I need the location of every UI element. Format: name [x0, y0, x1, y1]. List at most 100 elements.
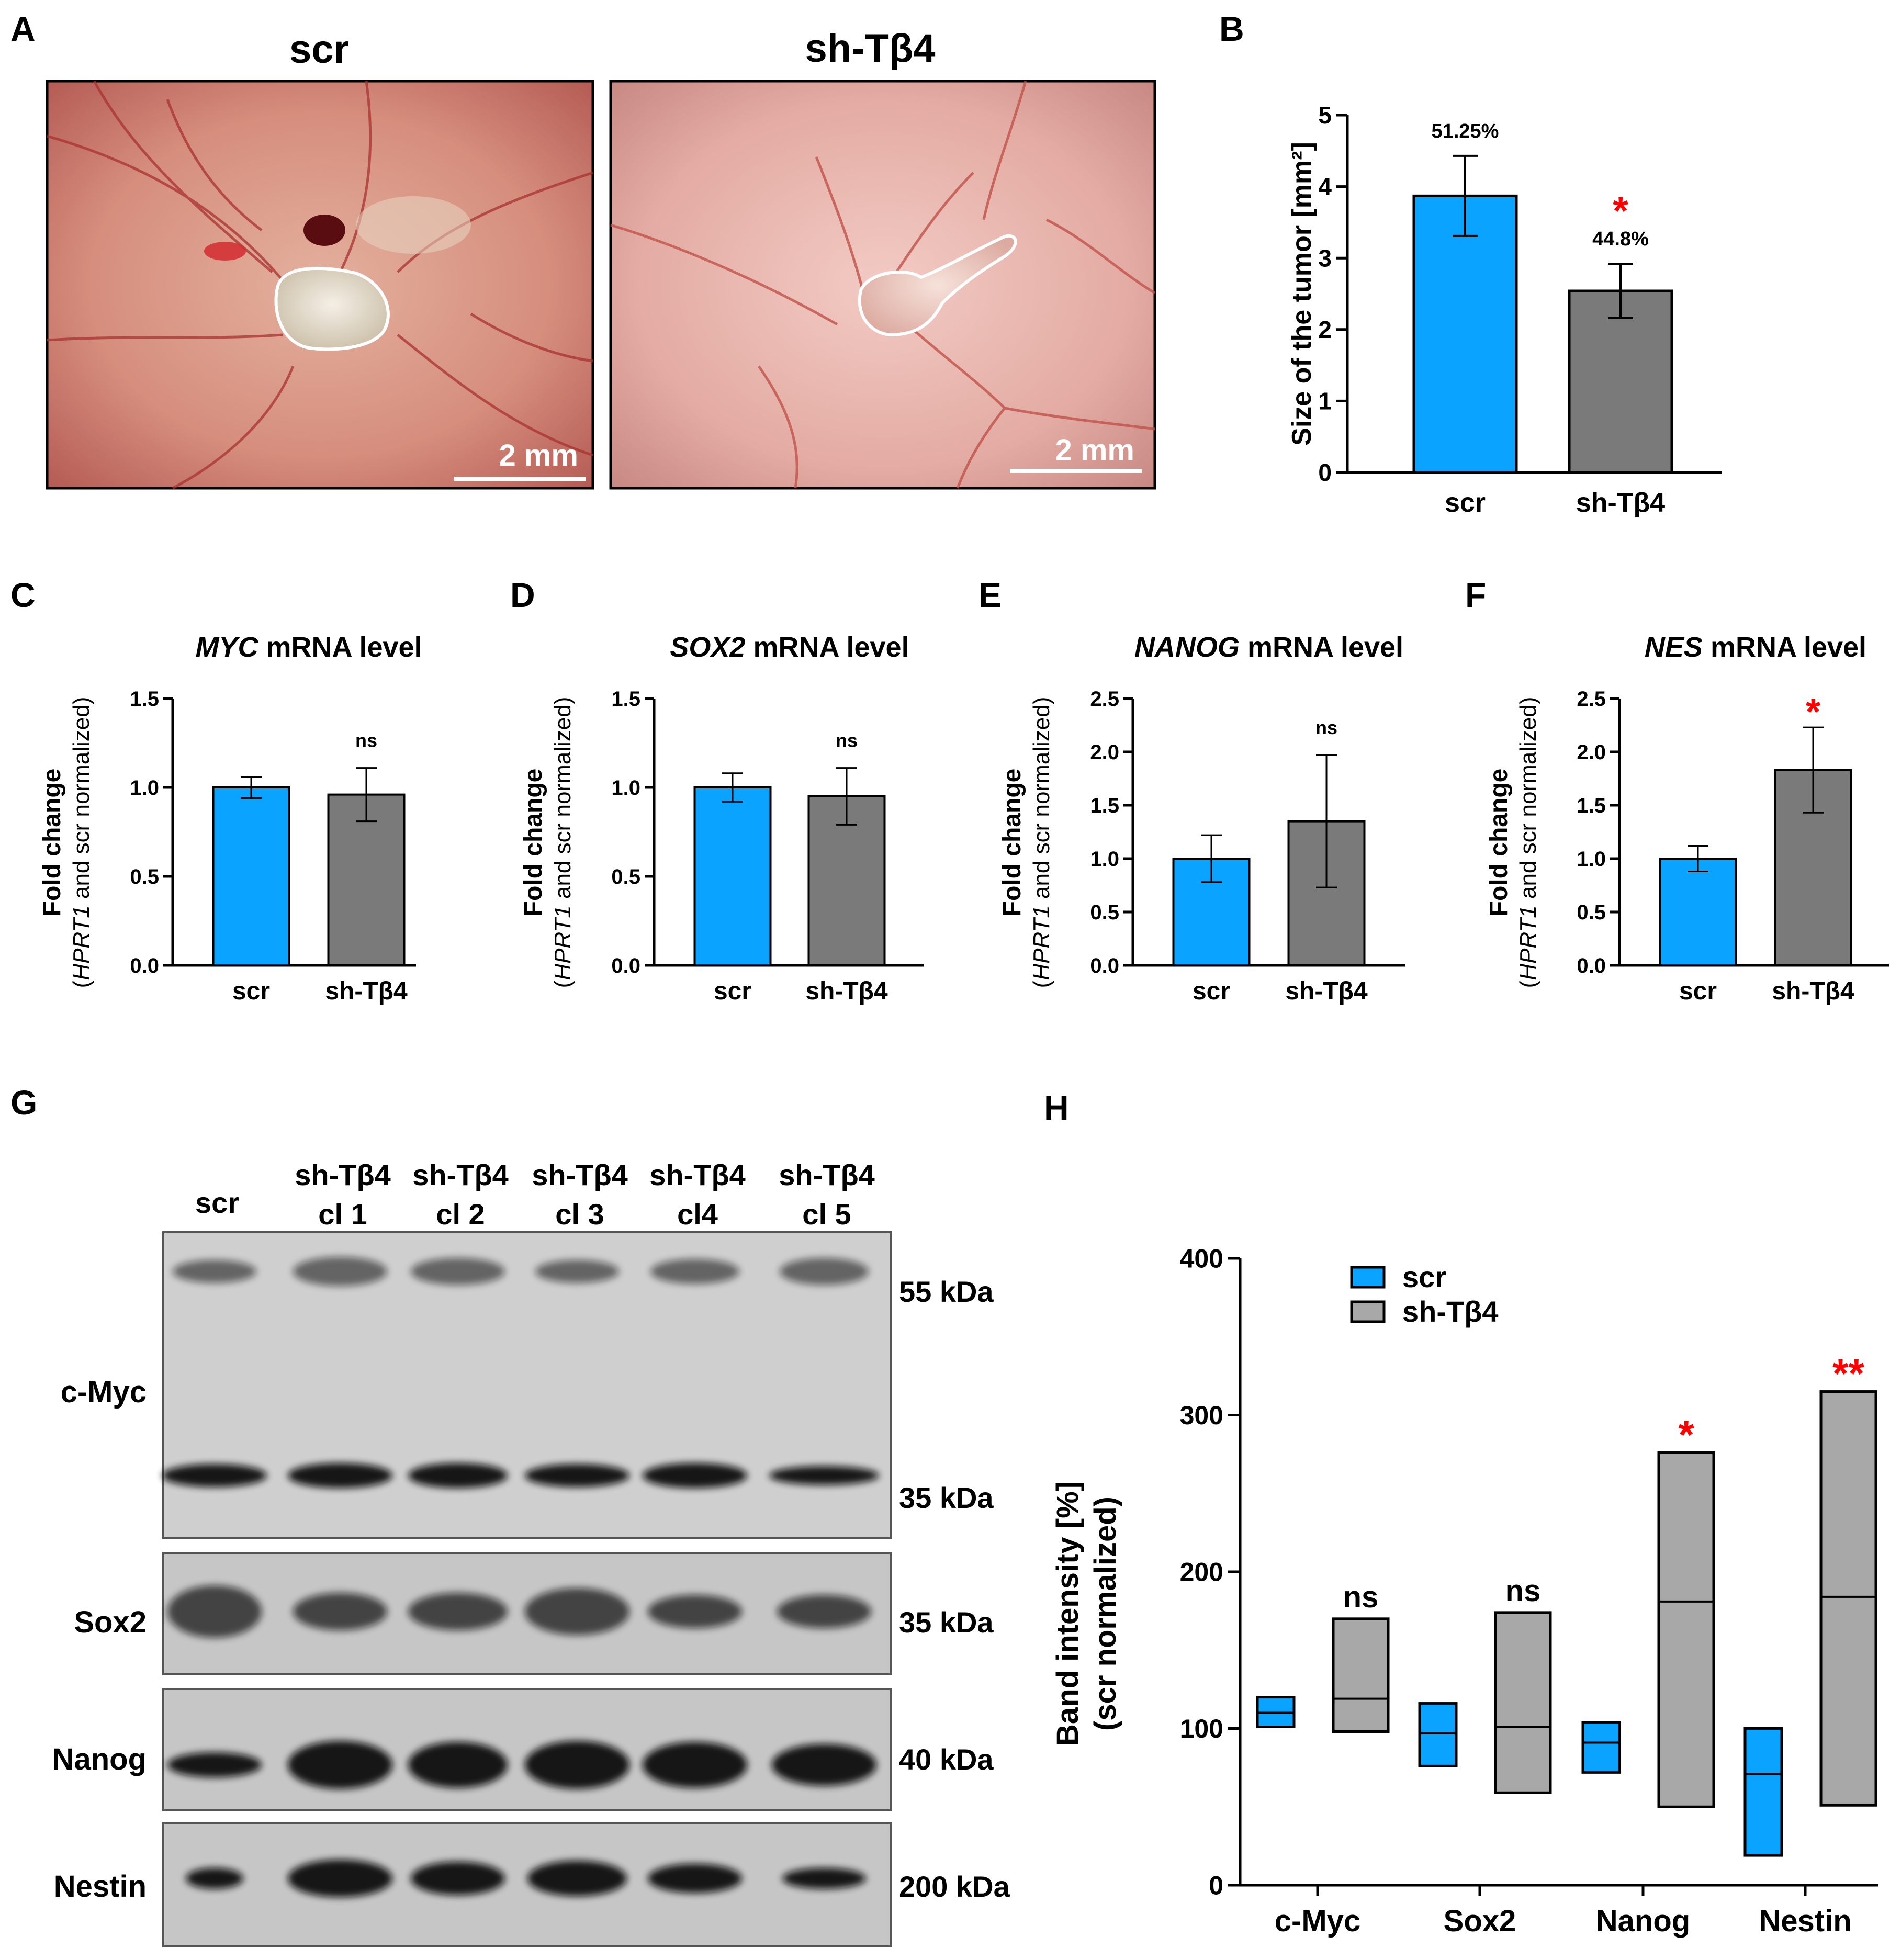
blot-band [293, 1257, 387, 1286]
y-tick-label: 2 [1318, 316, 1332, 343]
chart-panel-f: F 0.0 0.5 1.0 1.5 2.0 2.5 scr * sh-Tβ4 NES mRNA l… [1465, 576, 1889, 1005]
y-tick-label: 0.0 [1577, 954, 1606, 977]
blot-band [288, 1860, 392, 1897]
blot-band [293, 1593, 387, 1630]
y-tick-label: 1.0 [130, 776, 159, 799]
blot-band [535, 1260, 619, 1283]
y-tick-label: 3 [1318, 244, 1332, 272]
chart-panel-c: C 0.0 0.5 1.0 1.5 scr ns sh-Tβ4 MYC mRNA level F… [10, 576, 422, 1005]
y-axis-sublabel-rest: and scr normalized [69, 704, 94, 905]
bar [693, 786, 772, 966]
box-sh [1332, 1617, 1390, 1733]
y-axis-label: Fold change [38, 769, 66, 917]
significance-marker: ns [355, 730, 377, 751]
chart-panel-e: E 0.0 0.5 1.0 1.5 2.0 2.5 scr ns sh-Tβ4 NANOG mRN… [978, 576, 1405, 1005]
y-axis-sublabel-open: ( [1029, 980, 1054, 988]
y-tick-label: 1 [1318, 388, 1332, 415]
chart-title-rest: mRNA level [1240, 632, 1403, 663]
y-axis-sublabel: (HPRT1 and scr normalized) [1515, 697, 1541, 988]
bar [1412, 194, 1518, 474]
chart-title-gene: NANOG [1134, 632, 1240, 663]
blot-band [408, 1463, 508, 1488]
y-tick-label: 2.5 [1577, 688, 1606, 711]
lane-label: scr [195, 1186, 239, 1219]
blot-band [782, 1868, 866, 1889]
box-scr [1581, 1721, 1621, 1774]
significance-marker: * [1806, 691, 1820, 733]
y-axis-sublabel-gene: HPRT1 [1515, 905, 1541, 980]
y-tick-label: 0.5 [130, 865, 159, 888]
chart-title-gene: NES [1645, 632, 1703, 663]
blot-protein-label: c-Myc [61, 1375, 147, 1409]
y-tick-label: 1.0 [611, 776, 640, 799]
y-tick-label: 0 [1318, 459, 1332, 486]
x-tick-label: scr [1193, 977, 1230, 1005]
blot-band [288, 1463, 392, 1488]
significance-marker: ns [1505, 1574, 1541, 1608]
lane-sublabel: cl 3 [555, 1198, 604, 1231]
y-axis-sublabel-close: ) [69, 697, 94, 705]
blot-membrane [162, 1231, 892, 1539]
box-sh [1494, 1611, 1552, 1794]
x-tick-label: scr [1445, 488, 1486, 518]
photo-sh: 2 mm [609, 80, 1156, 490]
y-axis-label: Fold change [998, 769, 1026, 917]
blot-band [650, 1259, 739, 1284]
x-tick-label: sh-Tβ4 [805, 977, 888, 1005]
y-tick-label: 300 [1180, 1401, 1223, 1430]
blot-band [772, 1744, 876, 1786]
box-scr [1418, 1702, 1458, 1767]
chart-title: NES mRNA level [1645, 632, 1866, 663]
legend-swatch-scr [1350, 1266, 1386, 1289]
x-tick-label: sh-Tβ4 [1576, 488, 1666, 518]
blot-band [525, 1588, 629, 1635]
x-tick-label: sh-Tβ4 [1772, 977, 1854, 1005]
y-axis-sublabel: (HPRT1 and scr normalized) [550, 697, 576, 988]
y-axis-label: Fold change [520, 769, 547, 917]
chart-title: SOX2 mRNA level [670, 632, 909, 663]
x-tick-label: sh-Tβ4 [1285, 977, 1368, 1005]
y-tick-label: 100 [1180, 1714, 1223, 1743]
panel-a: A scr sh-Tβ4 2 mm [10, 9, 1156, 490]
data-label: 44.8% [1592, 228, 1649, 250]
x-tick-label: Sox2 [1444, 1904, 1516, 1938]
blot-band [173, 1260, 256, 1283]
y-axis-sublabel: (HPRT1 and scr normalized) [1029, 697, 1054, 988]
y-tick-label: 200 [1180, 1558, 1223, 1587]
y-axis-sublabel-open: ( [1515, 980, 1541, 988]
chart-title-gene: MYC [195, 632, 258, 663]
blot-band [769, 1466, 879, 1485]
chart-title: MYC mRNA level [195, 632, 422, 663]
chart-title-rest: mRNA level [745, 632, 909, 663]
scalebar-label-scr: 2 mm [499, 438, 578, 472]
y-axis-label: Fold change [1485, 769, 1513, 917]
lane-label: sh-Tβ4 [532, 1158, 628, 1191]
y-axis-sublabel-rest: and scr normalized [550, 704, 576, 905]
significance-marker: * [1613, 189, 1628, 233]
y-tick-label: 5 [1318, 102, 1332, 129]
panel-label-g: G [10, 1083, 37, 1122]
blot-band [162, 1464, 267, 1487]
blot-band [648, 1595, 742, 1628]
x-tick-label: scr [714, 977, 751, 1005]
bar [212, 786, 290, 966]
x-tick-label: sh-Tβ4 [325, 977, 408, 1005]
blot-band [648, 1864, 742, 1893]
blot-band [167, 1585, 262, 1638]
lane-sublabel: cl 5 [802, 1198, 851, 1231]
western-blot-panel-g: G scr sh-Tβ4 cl 1 sh-Tβ4 cl 2 sh-Tβ4 cl 3 sh-Tβ… [10, 1083, 1010, 1947]
chart-panel-b: B 0 1 2 3 4 5 51.25% scr 44.8%* sh-Tβ4 Size of the… [1219, 9, 1722, 518]
panel-label-d: D [510, 576, 535, 614]
box-sh [1657, 1451, 1715, 1808]
box-scr [1743, 1727, 1783, 1857]
y-tick-label: 0.0 [130, 954, 159, 977]
y-axis-sublabel-rest: and scr normalized [1515, 704, 1541, 905]
x-tick-label: Nanog [1596, 1904, 1690, 1938]
y-tick-label: 0.5 [1090, 901, 1119, 924]
y-axis-sublabel-close: ) [550, 697, 576, 705]
y-tick-label: 2.0 [1577, 741, 1606, 764]
chart-panel-d: D 0.0 0.5 1.0 1.5 scr ns sh-Tβ4 SOX2 mRNA level… [510, 576, 924, 1005]
panel-label-b: B [1219, 9, 1244, 48]
blot-band [643, 1463, 747, 1488]
y-axis-sublabel-gene: HPRT1 [1029, 905, 1054, 980]
